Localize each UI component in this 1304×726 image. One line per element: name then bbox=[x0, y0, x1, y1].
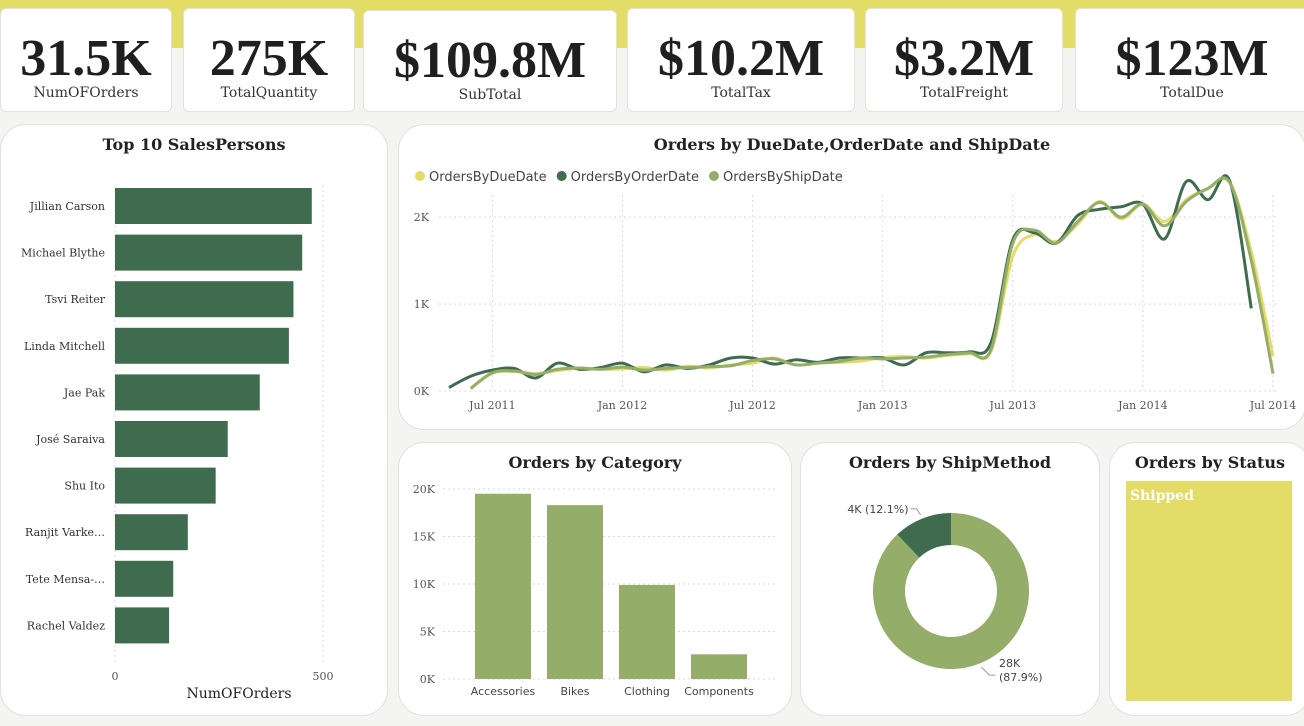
chart-title: Orders by Status bbox=[1134, 453, 1286, 472]
y-tick-label: José Saraiva bbox=[35, 433, 105, 446]
data-label: 4K (12.1%) bbox=[847, 503, 908, 516]
bar[interactable] bbox=[115, 234, 303, 271]
y-tick-label: Michael Blythe bbox=[21, 247, 105, 260]
y-tick-label: Jae Pak bbox=[63, 386, 105, 399]
x-tick-label: Components bbox=[684, 685, 754, 698]
data-label: 28K bbox=[999, 657, 1021, 670]
bar[interactable] bbox=[115, 421, 228, 457]
bar[interactable] bbox=[115, 327, 289, 364]
series-line[interactable] bbox=[448, 174, 1253, 389]
bar[interactable] bbox=[475, 493, 531, 679]
bar[interactable] bbox=[115, 188, 312, 224]
panel-orders-by-status[interactable]: Orders by Status Shipped bbox=[1109, 442, 1304, 716]
y-tick-label: 15K bbox=[413, 531, 436, 544]
panel-top-salespersons[interactable]: Top 10 SalesPersons 0 500 Jillian Carson Mi… bbox=[0, 124, 388, 716]
kpi-card-total-due[interactable]: $123M TotalDue bbox=[1075, 8, 1304, 112]
kpi-label: SubTotal bbox=[458, 87, 522, 103]
kpi-card-total-quantity[interactable]: 275K TotalQuantity bbox=[183, 8, 355, 112]
x-tick-label: Clothing bbox=[624, 685, 670, 698]
y-tick-label: Ranjit Varke… bbox=[25, 526, 105, 539]
kpi-value: $3.2M bbox=[893, 30, 1035, 87]
kpi-card-total-tax[interactable]: $10.2M TotalTax bbox=[627, 8, 855, 112]
panel-orders-by-date[interactable]: Orders by DueDate,OrderDate and ShipDate… bbox=[398, 124, 1304, 430]
leader-line bbox=[981, 666, 996, 676]
y-tick-label: 2K bbox=[414, 211, 430, 224]
legend-marker bbox=[556, 171, 567, 181]
orders-by-date-line-chart[interactable]: 0K 1K 2K Jul 2011 Jan 2012 Jul 2012 Jan 2013 Ju… bbox=[399, 125, 1304, 429]
kpi-label: TotalFreight bbox=[920, 85, 1008, 101]
series-line[interactable] bbox=[469, 176, 1275, 390]
kpi-label: TotalDue bbox=[1160, 85, 1224, 101]
x-tick-label: Accessories bbox=[471, 685, 536, 698]
legend-entry[interactable]: OrdersByOrderDate bbox=[571, 170, 699, 185]
kpi-value: 275K bbox=[209, 30, 329, 87]
bar[interactable] bbox=[691, 654, 747, 679]
chart-title: Top 10 SalesPersons bbox=[102, 135, 286, 154]
y-tick-label: Jillian Carson bbox=[29, 200, 105, 213]
treemap-tile[interactable] bbox=[1126, 481, 1292, 701]
kpi-label: TotalTax bbox=[711, 85, 771, 101]
y-tick-label: 10K bbox=[413, 578, 436, 591]
legend-marker bbox=[415, 171, 425, 181]
orders-by-status-treemap[interactable]: Shipped bbox=[1110, 443, 1304, 715]
y-tick-label: Tsvi Reiter bbox=[45, 293, 106, 306]
bar[interactable] bbox=[115, 467, 216, 504]
y-tick-label: 5K bbox=[420, 626, 436, 639]
kpi-value: $109.8M bbox=[393, 32, 587, 89]
x-tick-label: Jul 2014 bbox=[1249, 399, 1297, 412]
kpi-value: $10.2M bbox=[657, 30, 825, 87]
treemap-label: Shipped bbox=[1130, 488, 1194, 504]
kpi-value: $123M bbox=[1115, 30, 1269, 87]
chart-title: Orders by ShipMethod bbox=[848, 453, 1052, 472]
y-tick-label: 0K bbox=[414, 385, 430, 398]
legend-entry[interactable]: OrdersByShipDate bbox=[723, 170, 843, 185]
x-tick-label: 0 bbox=[112, 670, 119, 683]
legend-entry[interactable]: OrdersByDueDate bbox=[429, 170, 547, 185]
y-tick-label: 20K bbox=[413, 483, 436, 496]
panel-orders-by-shipmethod[interactable]: Orders by ShipMethod 28K (87.9%) 4K (12.1%… bbox=[800, 442, 1100, 716]
y-tick-label: Tete Mensa-… bbox=[26, 573, 105, 586]
bar[interactable] bbox=[115, 560, 174, 597]
x-tick-label: Jan 2013 bbox=[857, 399, 908, 412]
leader-line bbox=[910, 508, 921, 516]
orders-by-shipmethod-donut-chart[interactable]: 28K(87.9%) 4K (12.1%) bbox=[801, 443, 1099, 715]
x-tick-label: Jan 2014 bbox=[1117, 399, 1168, 412]
y-tick-label: 1K bbox=[414, 298, 430, 311]
y-tick-label: 0K bbox=[420, 673, 436, 686]
chart-title: Orders by Category bbox=[508, 453, 682, 472]
y-tick-label: Shu Ito bbox=[64, 480, 105, 493]
x-tick-label: Jul 2013 bbox=[989, 399, 1037, 412]
bar[interactable] bbox=[115, 514, 188, 551]
donut-slice[interactable] bbox=[897, 513, 951, 558]
x-tick-label: Jul 2011 bbox=[468, 399, 516, 412]
kpi-card-num-orders[interactable]: 31.5K NumOFOrders bbox=[0, 8, 172, 112]
kpi-label: NumOFOrders bbox=[33, 85, 139, 101]
x-tick-label: Jul 2012 bbox=[728, 399, 776, 412]
x-axis-label: NumOFOrders bbox=[186, 686, 291, 702]
bar[interactable] bbox=[115, 374, 260, 411]
salespersons-bar-chart[interactable]: 0 500 Jillian Carson Michael Blythe Tsvi Rei… bbox=[1, 125, 387, 715]
bar[interactable] bbox=[619, 584, 675, 679]
kpi-label: TotalQuantity bbox=[220, 85, 318, 101]
y-tick-label: Rachel Valdez bbox=[27, 619, 105, 632]
kpi-card-total-freight[interactable]: $3.2M TotalFreight bbox=[865, 8, 1063, 112]
donut-slice[interactable] bbox=[873, 513, 1029, 669]
x-tick-label: Bikes bbox=[560, 685, 589, 698]
x-tick-label: 500 bbox=[313, 670, 334, 683]
kpi-card-subtotal[interactable]: $109.8M SubTotal bbox=[363, 10, 617, 112]
orders-by-category-bar-chart[interactable]: 0K 5K 10K 15K 20K Accessories Bikes Clothing Com… bbox=[399, 443, 791, 715]
x-tick-label: Jan 2012 bbox=[597, 399, 648, 412]
y-tick-label: Linda Mitchell bbox=[24, 340, 105, 353]
bar[interactable] bbox=[115, 281, 294, 318]
bar[interactable] bbox=[115, 607, 170, 644]
kpi-value: 31.5K bbox=[20, 30, 152, 87]
legend-marker bbox=[709, 171, 719, 181]
bar[interactable] bbox=[547, 505, 603, 679]
data-label: (87.9%) bbox=[999, 671, 1043, 684]
panel-orders-by-category[interactable]: Orders by Category 0K 5K 10K 15K 20K Accessor… bbox=[398, 442, 792, 716]
chart-title: Orders by DueDate,OrderDate and ShipDate bbox=[653, 135, 1051, 154]
